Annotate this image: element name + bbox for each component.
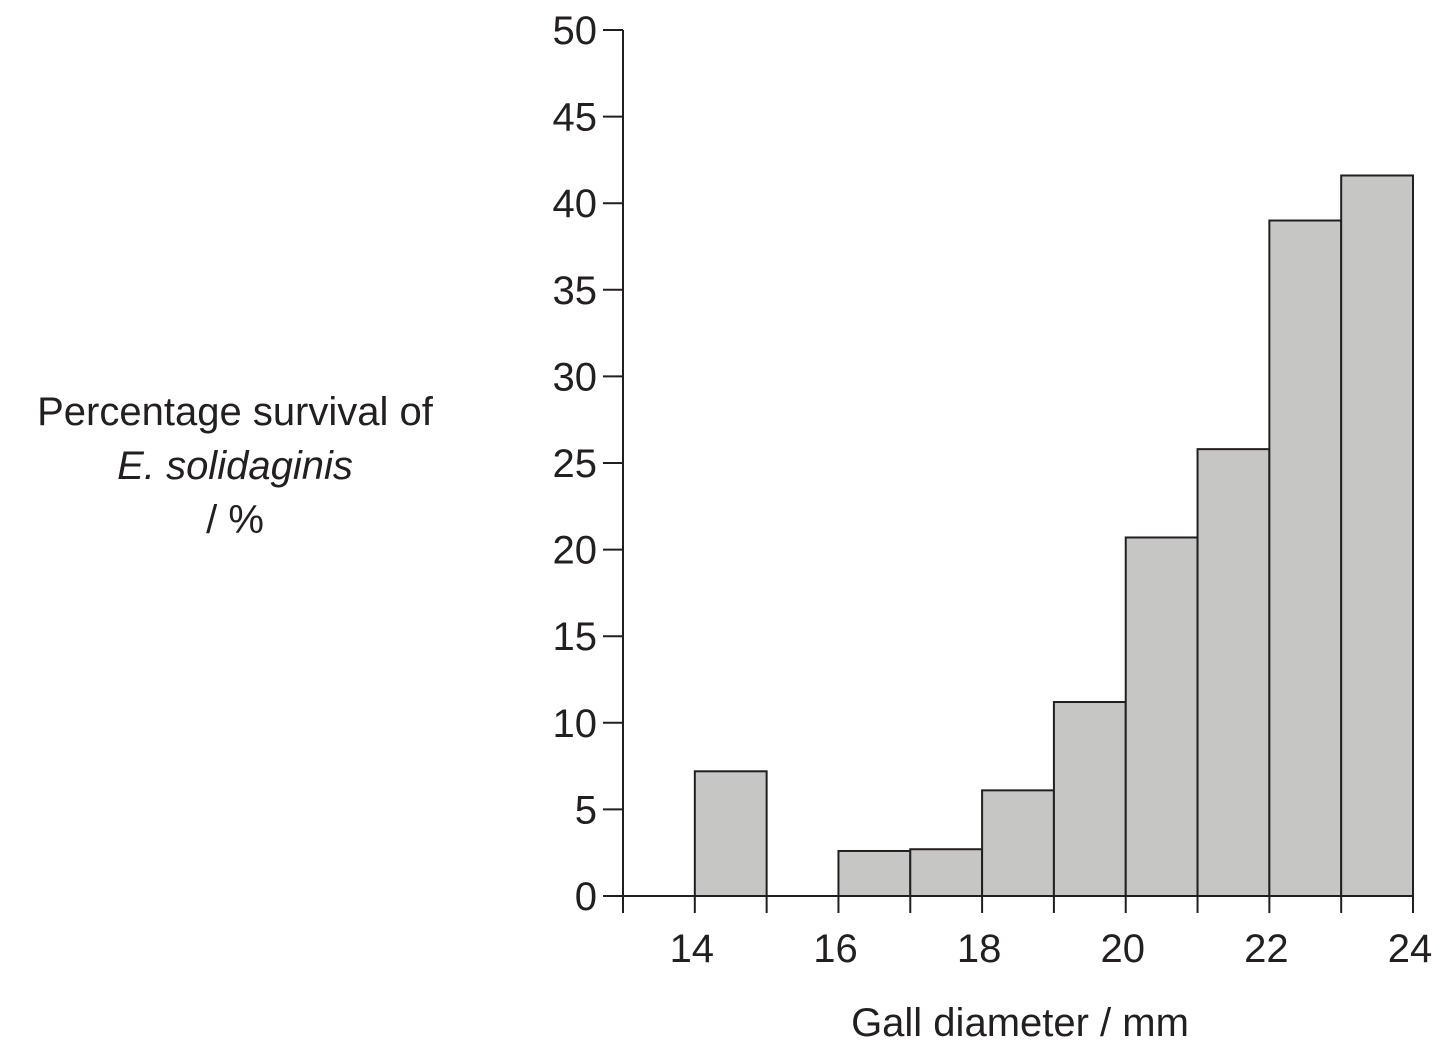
bars-layer — [693, 174, 1414, 898]
y-tick-label-15: 15 — [553, 615, 598, 659]
y-tick-label-30: 30 — [553, 355, 598, 399]
bar-23-24 — [1340, 174, 1414, 898]
bar-19-20 — [1052, 701, 1127, 897]
y-tick-label-50: 50 — [553, 9, 598, 53]
y-tick-label-25: 25 — [553, 442, 598, 486]
y-ticks: 0 5 10 15 20 25 30 35 40 45 50 — [553, 9, 623, 919]
x-tick-label-20: 20 — [1100, 927, 1145, 971]
bar-14-15 — [693, 770, 768, 898]
x-axis-label: Gall diameter / mm — [851, 1001, 1189, 1045]
x-tick-label-22: 22 — [1244, 927, 1289, 971]
bar-22-23 — [1268, 219, 1343, 897]
bar-21-22 — [1196, 448, 1271, 897]
y-tick-label-20: 20 — [553, 529, 598, 573]
y-axis-label-line-2: E. solidaginis — [117, 444, 353, 488]
x-ticks: 14 16 18 20 22 24 — [622, 896, 1433, 971]
y-axis-label: Percentage survival of E. solidaginis / … — [0, 385, 470, 547]
x-tick-label-24: 24 — [1388, 927, 1433, 971]
y-tick-label-5: 5 — [575, 788, 597, 832]
bar-18-19 — [981, 789, 1055, 898]
y-tick-label-10: 10 — [553, 702, 598, 746]
x-tick-label-14: 14 — [670, 927, 715, 971]
y-axis-label-line-3: / % — [206, 498, 264, 542]
y-tick-label-0: 0 — [575, 875, 597, 919]
y-tick-label-40: 40 — [553, 182, 598, 226]
bar-16-17 — [837, 849, 912, 898]
x-tick-label-18: 18 — [957, 927, 1002, 971]
y-tick-label-45: 45 — [553, 96, 598, 140]
x-tick-label-16: 16 — [813, 927, 858, 971]
y-tick-label-35: 35 — [553, 269, 598, 313]
bar-20-21 — [1124, 536, 1199, 897]
y-axis-label-line-1: Percentage survival of — [37, 390, 433, 434]
bar-17-18 — [909, 848, 984, 898]
